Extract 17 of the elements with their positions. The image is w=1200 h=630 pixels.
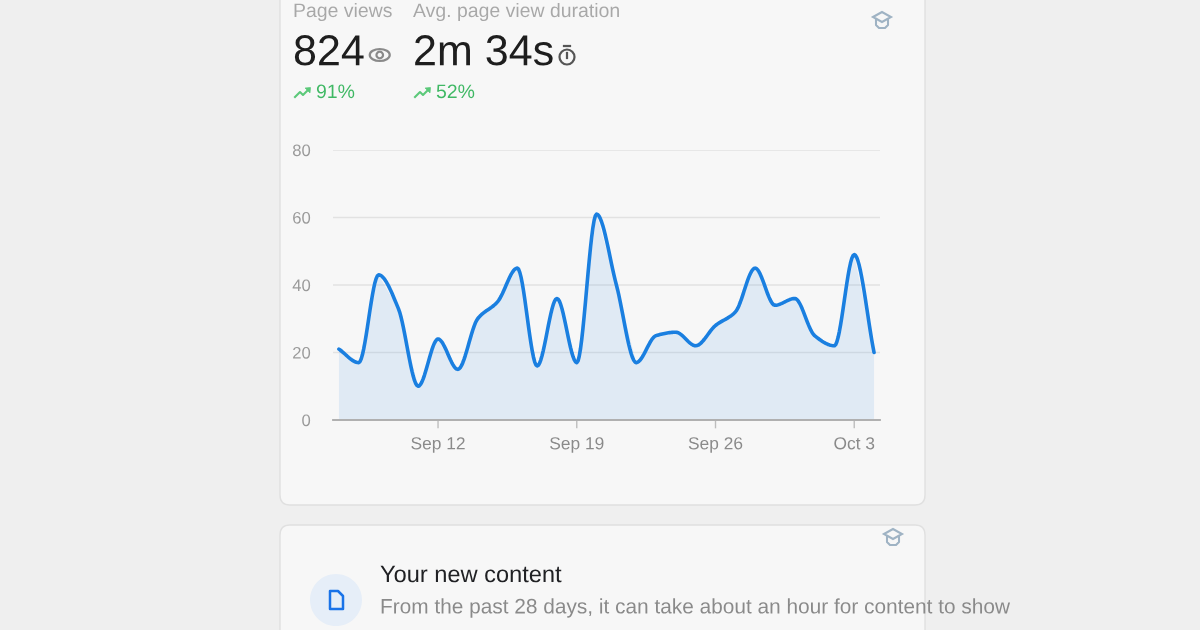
x-tick-label: Oct 3 [834, 437, 875, 450]
y-tick-label: 0 [302, 414, 311, 427]
y-tick-label: 20 [293, 346, 311, 359]
text: 52% [436, 84, 475, 99]
text: Avg. page view duration [413, 2, 619, 22]
text: Your new content [380, 565, 562, 583]
text: 824 [294, 35, 364, 66]
text: 91% [316, 84, 355, 99]
text: From the past 28 days, it can take about an hour for content to show [381, 598, 1011, 618]
x-tick-label: Sep 26 [688, 437, 743, 453]
x-tick-label: Sep 19 [550, 437, 604, 453]
y-tick-label: 40 [292, 279, 311, 292]
y-tick-label: 60 [293, 211, 311, 224]
y-tick-label: 80 [292, 144, 311, 157]
text: 2m 34s [415, 35, 553, 66]
x-tick-label: Sep 12 [411, 437, 465, 453]
text: Page views [294, 2, 392, 22]
